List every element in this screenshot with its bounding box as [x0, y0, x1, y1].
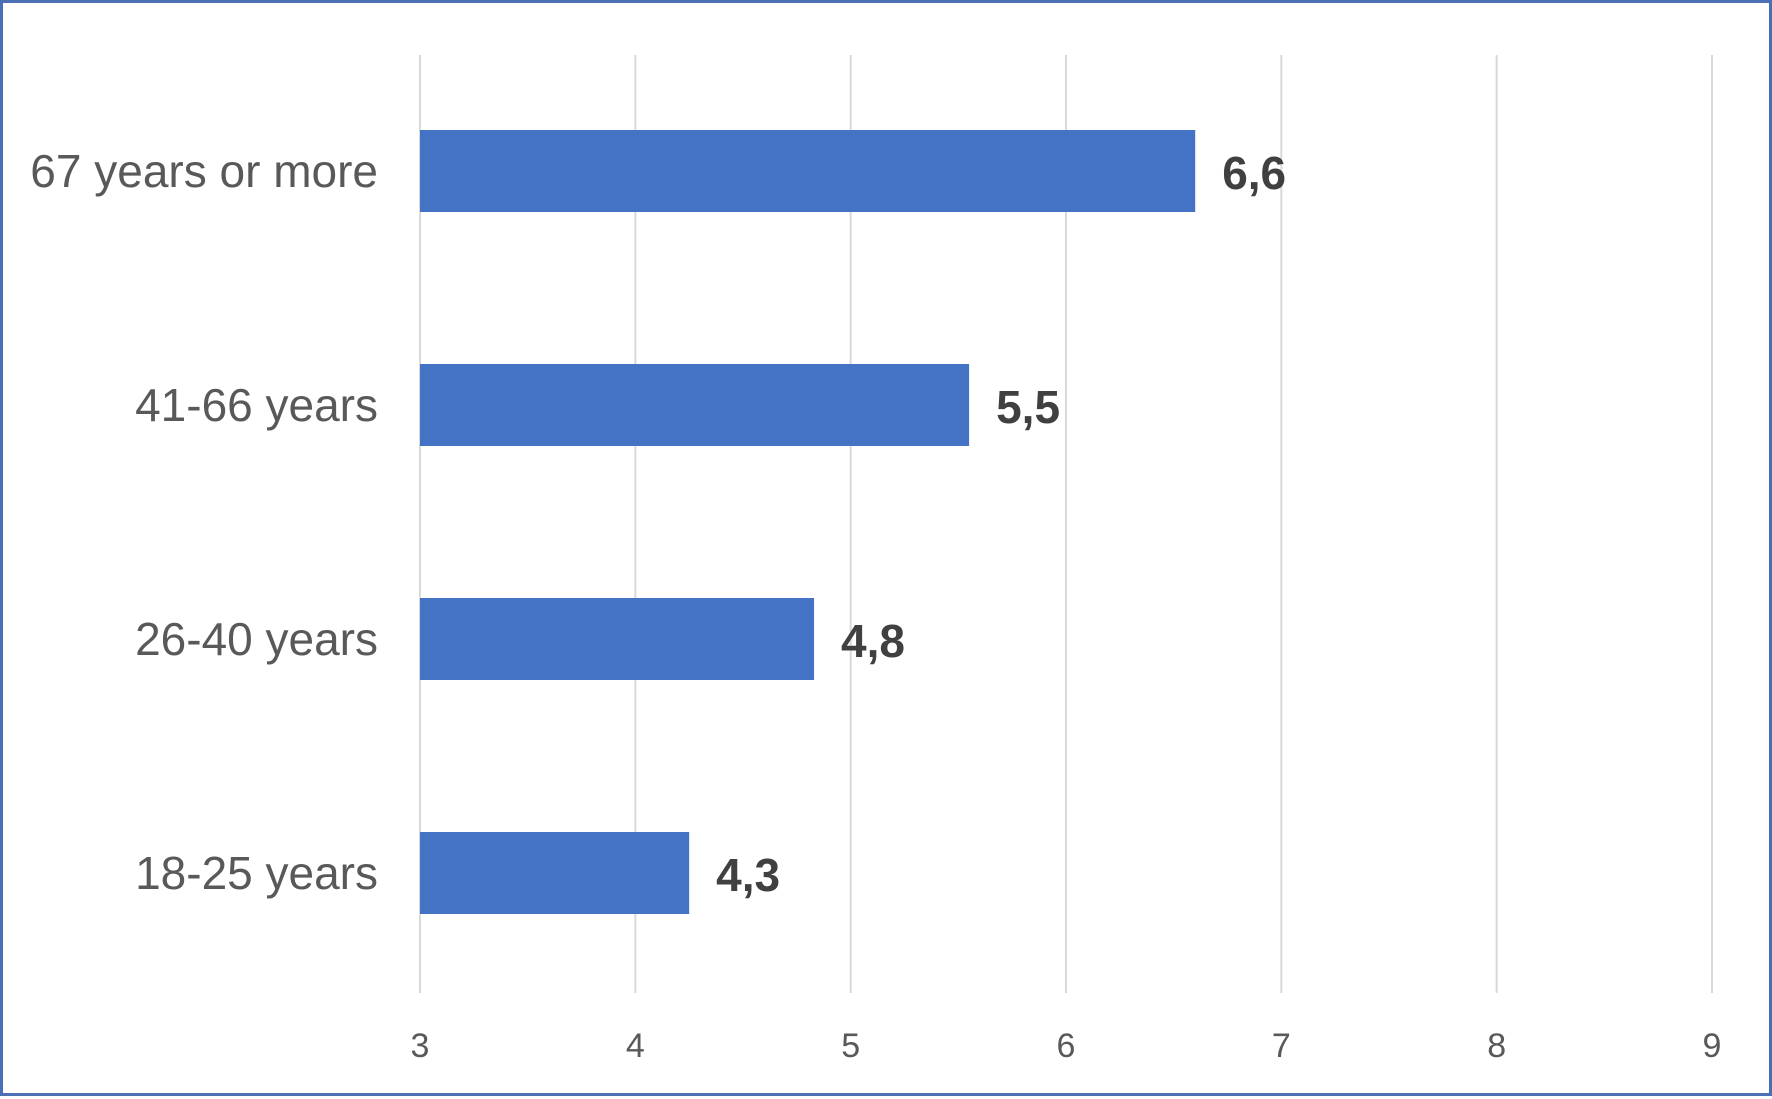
bars: [420, 130, 1196, 914]
bar-2: [420, 364, 970, 446]
x-tick-label-4: 4: [626, 1027, 645, 1065]
x-tick-label-9: 9: [1703, 1027, 1722, 1065]
x-tick-label-7: 7: [1272, 1027, 1291, 1065]
x-tick-label-6: 6: [1057, 1027, 1076, 1065]
bar-chart: 67 years or more 41-66 years 26-40 years 18…: [30, 55, 1722, 1065]
data-label-3: 4,8: [841, 615, 905, 667]
data-label-1: 6,6: [1222, 147, 1286, 199]
x-tick-label-3: 3: [411, 1027, 430, 1065]
bar-3: [420, 598, 815, 680]
category-label-4: 18-25 years: [135, 847, 378, 899]
category-labels: 67 years or more 41-66 years 26-40 years 18…: [30, 145, 378, 899]
data-label-4: 4,3: [716, 849, 780, 901]
category-label-1: 67 years or more: [30, 145, 378, 197]
category-label-3: 26-40 years: [135, 613, 378, 665]
data-label-2: 5,5: [996, 381, 1060, 433]
x-tick-label-5: 5: [841, 1027, 860, 1065]
bar-4: [420, 832, 690, 914]
x-tick-label-8: 8: [1487, 1027, 1506, 1065]
value-labels: 6,6 5,5 4,8 4,3: [716, 147, 1286, 901]
x-axis-tick-labels: 3 4 5 6 7 8 9: [411, 1027, 1722, 1065]
category-label-2: 41-66 years: [135, 379, 378, 431]
bar-1: [420, 130, 1196, 212]
